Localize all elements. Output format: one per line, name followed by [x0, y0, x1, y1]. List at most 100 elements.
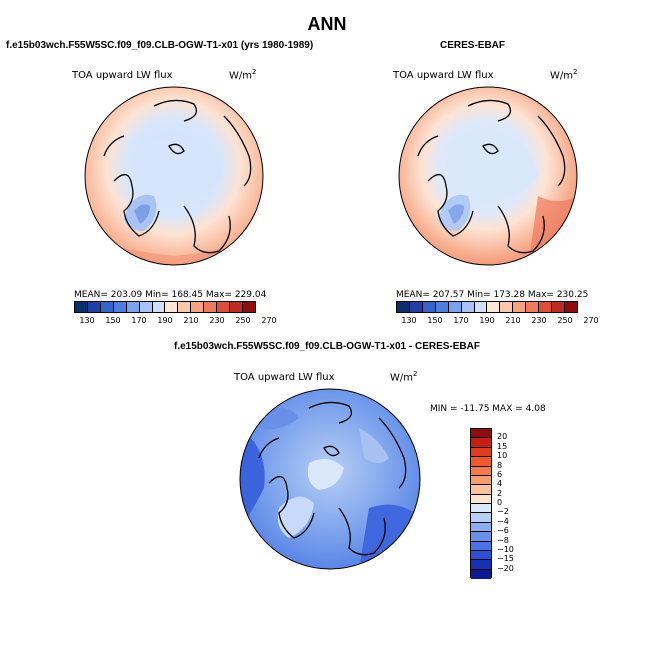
colorbar-swatch — [471, 494, 491, 504]
colorbar-tick-label: 6 — [497, 469, 503, 479]
colorbar-swatch — [471, 485, 491, 495]
colorbar-tick-label: 0 — [497, 498, 503, 507]
colorbar-swatch — [471, 560, 491, 570]
diff-variable-label: TOA upward LW flux — [234, 372, 335, 383]
colorbar-tick-label: 8 — [497, 460, 503, 470]
obs-colorbar — [396, 301, 578, 313]
colorbar-swatch — [139, 302, 153, 312]
colorbar-swatch — [471, 466, 491, 476]
colorbar-swatch — [126, 302, 140, 312]
colorbar-swatch — [487, 302, 501, 312]
colorbar-tick-label: 170 — [131, 316, 147, 325]
colorbar-tick-label: −8 — [497, 535, 509, 545]
colorbar-swatch — [513, 302, 527, 312]
colorbar-tick-label: 10 — [497, 451, 508, 461]
colorbar-swatch — [539, 302, 553, 312]
colorbar-swatch — [552, 302, 565, 312]
colorbar-swatch — [87, 302, 101, 312]
obs-variable-label: TOA upward LW flux — [393, 70, 494, 81]
colorbar-tick-label: −2 — [497, 507, 509, 517]
model-colorbar-labels: 130 150 170 190 210 230 250 270 — [74, 316, 276, 328]
model-polar-map — [84, 86, 264, 266]
colorbar-swatch — [526, 302, 540, 312]
colorbar-tick-label: −10 — [497, 544, 514, 554]
colorbar-tick-label: 270 — [583, 316, 599, 325]
colorbar-swatch — [422, 302, 436, 312]
colorbar-tick-label: 230 — [209, 316, 225, 325]
colorbar-swatch — [178, 302, 192, 312]
colorbar-swatch — [471, 447, 491, 458]
colorbar-swatch — [152, 302, 166, 312]
colorbar-swatch — [165, 302, 179, 312]
colorbar-tick-label: 2 — [497, 488, 503, 498]
colorbar-swatch — [471, 550, 491, 561]
diff-units-label: W/m2 — [390, 370, 417, 383]
colorbar-tick-label: −15 — [497, 554, 514, 564]
colorbar-tick-label: 270 — [261, 316, 277, 325]
colorbar-tick-label: 4 — [497, 479, 503, 489]
colorbar-tick-label: 230 — [531, 316, 547, 325]
colorbar-tick-label: 190 — [157, 316, 173, 325]
colorbar-swatch — [191, 302, 205, 312]
model-stats: MEAN= 203.09 Min= 168.45 Max= 229.04 — [74, 290, 267, 300]
colorbar-tick-label: 250 — [235, 316, 251, 325]
colorbar-tick-label: 20 — [497, 432, 508, 442]
colorbar-swatch — [435, 302, 449, 312]
colorbar-swatch — [471, 522, 491, 533]
colorbar-swatch — [409, 302, 423, 312]
colorbar-swatch — [448, 302, 462, 312]
model-units-text: W/m — [229, 70, 252, 82]
colorbar-tick-label: 150 — [105, 316, 121, 325]
colorbar-swatch — [471, 541, 491, 551]
colorbar-tick-label: −4 — [497, 516, 509, 526]
colorbar-tick-label: 210 — [505, 316, 521, 325]
diff-units-text: W/m — [390, 372, 413, 384]
colorbar-swatch — [230, 302, 243, 312]
colorbar-swatch — [461, 302, 475, 312]
model-panel-title: f.e15b03wch.F55W5SC.f09_f09.CLB-OGW-T1-x… — [6, 40, 314, 51]
obs-units-exponent: 2 — [573, 68, 578, 76]
colorbar-swatch — [500, 302, 514, 312]
diff-panel-title: f.e15b03wch.F55W5SC.f09_f09.CLB-OGW-T1-x… — [174, 341, 480, 352]
colorbar-tick-label: −20 — [497, 563, 514, 573]
colorbar-swatch — [471, 513, 491, 523]
colorbar-swatch — [474, 302, 488, 312]
difference-colorbar-labels: 20 15 10 8 6 4 2 0 −2 −4 −6 −8 −10 −15 −20 — [497, 428, 527, 578]
colorbar-swatch — [204, 302, 218, 312]
colorbar-swatch — [471, 569, 491, 579]
colorbar-tick-label: 130 — [79, 316, 95, 325]
colorbar-swatch — [242, 302, 255, 312]
colorbar-swatch — [471, 457, 491, 467]
difference-colorbar — [470, 428, 492, 579]
colorbar-swatch — [564, 302, 577, 312]
diff-units-exponent: 2 — [413, 370, 418, 378]
colorbar-swatch — [471, 532, 491, 542]
obs-units-label: W/m2 — [550, 68, 577, 81]
obs-panel-title: CERES-EBAF — [440, 40, 506, 51]
colorbar-swatch — [471, 438, 491, 448]
colorbar-swatch — [75, 302, 88, 312]
colorbar-tick-label: 150 — [427, 316, 443, 325]
difference-polar-map — [239, 388, 421, 570]
main-title: ANN — [307, 14, 347, 34]
colorbar-tick-label: 130 — [401, 316, 417, 325]
colorbar-tick-label: 15 — [497, 441, 508, 451]
model-variable-label: TOA upward LW flux — [72, 70, 173, 81]
colorbar-swatch — [471, 504, 491, 514]
colorbar-tick-label: 250 — [557, 316, 573, 325]
obs-stats: MEAN= 207.57 Min= 173.28 Max= 230.25 — [396, 290, 589, 300]
obs-polar-map — [398, 86, 578, 266]
colorbar-swatch — [397, 302, 410, 312]
colorbar-swatch — [471, 475, 491, 486]
colorbar-swatch — [113, 302, 127, 312]
colorbar-tick-label: 190 — [479, 316, 495, 325]
colorbar-tick-label: 210 — [183, 316, 199, 325]
obs-units-text: W/m — [550, 70, 573, 82]
model-colorbar — [74, 301, 256, 313]
colorbar-swatch — [100, 302, 114, 312]
colorbar-swatch — [471, 429, 491, 439]
model-units-label: W/m2 — [229, 68, 256, 81]
colorbar-tick-label: 170 — [453, 316, 469, 325]
model-units-exponent: 2 — [252, 68, 257, 76]
obs-colorbar-labels: 130 150 170 190 210 230 250 270 — [396, 316, 598, 328]
